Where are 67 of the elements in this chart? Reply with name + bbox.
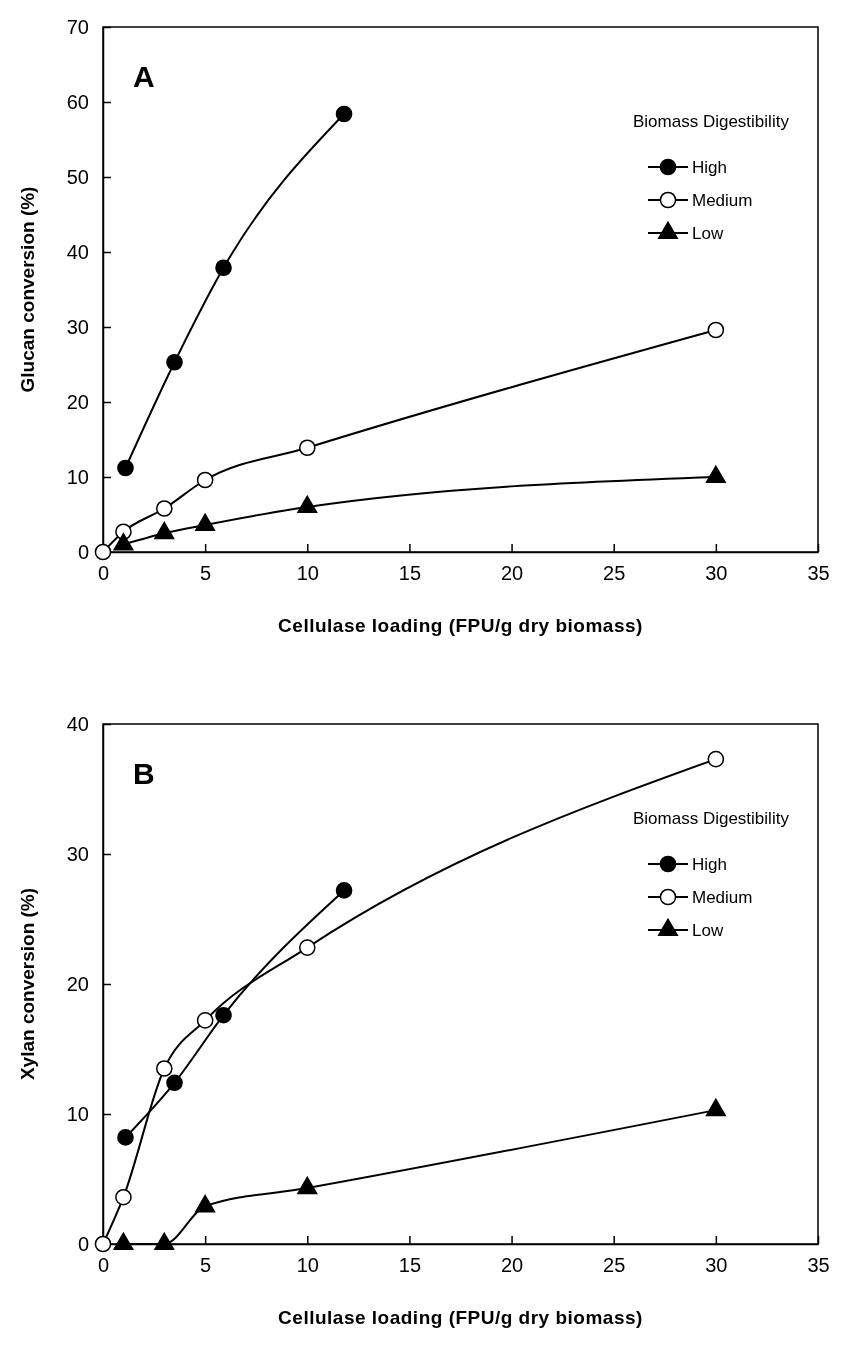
y-tick-label: 40 — [66, 240, 89, 263]
point — [94, 1235, 112, 1253]
y-tick-label: 20 — [66, 390, 89, 413]
point — [215, 1006, 232, 1024]
legend-title: Biomass Digestibility — [633, 112, 790, 131]
point — [166, 353, 183, 371]
annotation: A — [133, 60, 155, 93]
x-tick-label: 20 — [500, 1254, 524, 1277]
y-tick-label: 10 — [66, 465, 89, 488]
point — [297, 1176, 318, 1195]
legend-label: Low — [692, 224, 724, 243]
y-tick-label: 50 — [66, 165, 89, 188]
y-tick-label: 20 — [66, 972, 89, 995]
x-tick-label: 30 — [705, 1254, 728, 1277]
point — [154, 1232, 175, 1251]
annotation: B — [133, 757, 155, 790]
legend-label: Medium — [692, 888, 753, 907]
x-tick-label: 15 — [398, 562, 422, 585]
x-tick-label: 5 — [200, 562, 212, 585]
point — [94, 543, 112, 561]
x-tick-label: 25 — [603, 1254, 626, 1277]
x-tick-label: 25 — [603, 562, 626, 585]
point — [196, 471, 214, 489]
point — [115, 1188, 132, 1206]
x-tick-label: 15 — [398, 1254, 422, 1277]
point — [705, 1098, 726, 1117]
point — [298, 939, 316, 956]
y-tick-label: 30 — [66, 842, 89, 865]
x-tick-label: 35 — [807, 1254, 830, 1277]
point — [335, 882, 353, 899]
legend-label: Low — [692, 921, 724, 940]
point — [335, 105, 353, 123]
point — [298, 439, 316, 457]
x-tick-label: 30 — [705, 562, 728, 585]
point — [707, 750, 725, 768]
legend-label: High — [692, 158, 727, 177]
point — [155, 500, 173, 517]
x-tick-label: 20 — [500, 562, 524, 585]
legend-label: High — [692, 855, 727, 874]
x-tick-label: 10 — [296, 562, 319, 585]
y-tick-label: 70 — [66, 15, 89, 38]
x-tick-label: 5 — [200, 1254, 212, 1277]
y-axis-title: Glucan conversion (%) — [17, 186, 38, 393]
legend-title: Biomass Digestibility — [633, 809, 790, 828]
point — [117, 459, 134, 477]
y-tick-label: 30 — [66, 315, 89, 338]
y-tick-label: 0 — [77, 1232, 89, 1255]
point — [155, 1060, 173, 1077]
y-tick-label: 40 — [66, 712, 89, 735]
point — [113, 1232, 134, 1251]
point — [166, 1074, 183, 1092]
y-axis-title: Xylan conversion (%) — [17, 887, 38, 1081]
point — [196, 1012, 214, 1029]
x-tick-label: 35 — [807, 562, 830, 585]
y-tick-label: 10 — [66, 1102, 89, 1125]
legend-label: Medium — [692, 191, 753, 210]
point — [707, 321, 725, 339]
point — [215, 259, 232, 277]
y-tick-label: 60 — [66, 90, 89, 113]
x-axis-title: Cellulase loading (FPU/g dry biomass) — [278, 1307, 643, 1328]
x-tick-label: 10 — [296, 1254, 319, 1277]
x-tick-label: 0 — [97, 562, 110, 585]
point — [117, 1129, 134, 1146]
y-tick-label: 0 — [77, 540, 89, 563]
x-tick-label: 0 — [97, 1254, 110, 1277]
x-axis-title: Cellulase loading (FPU/g dry biomass) — [278, 615, 643, 636]
point — [195, 1194, 216, 1213]
